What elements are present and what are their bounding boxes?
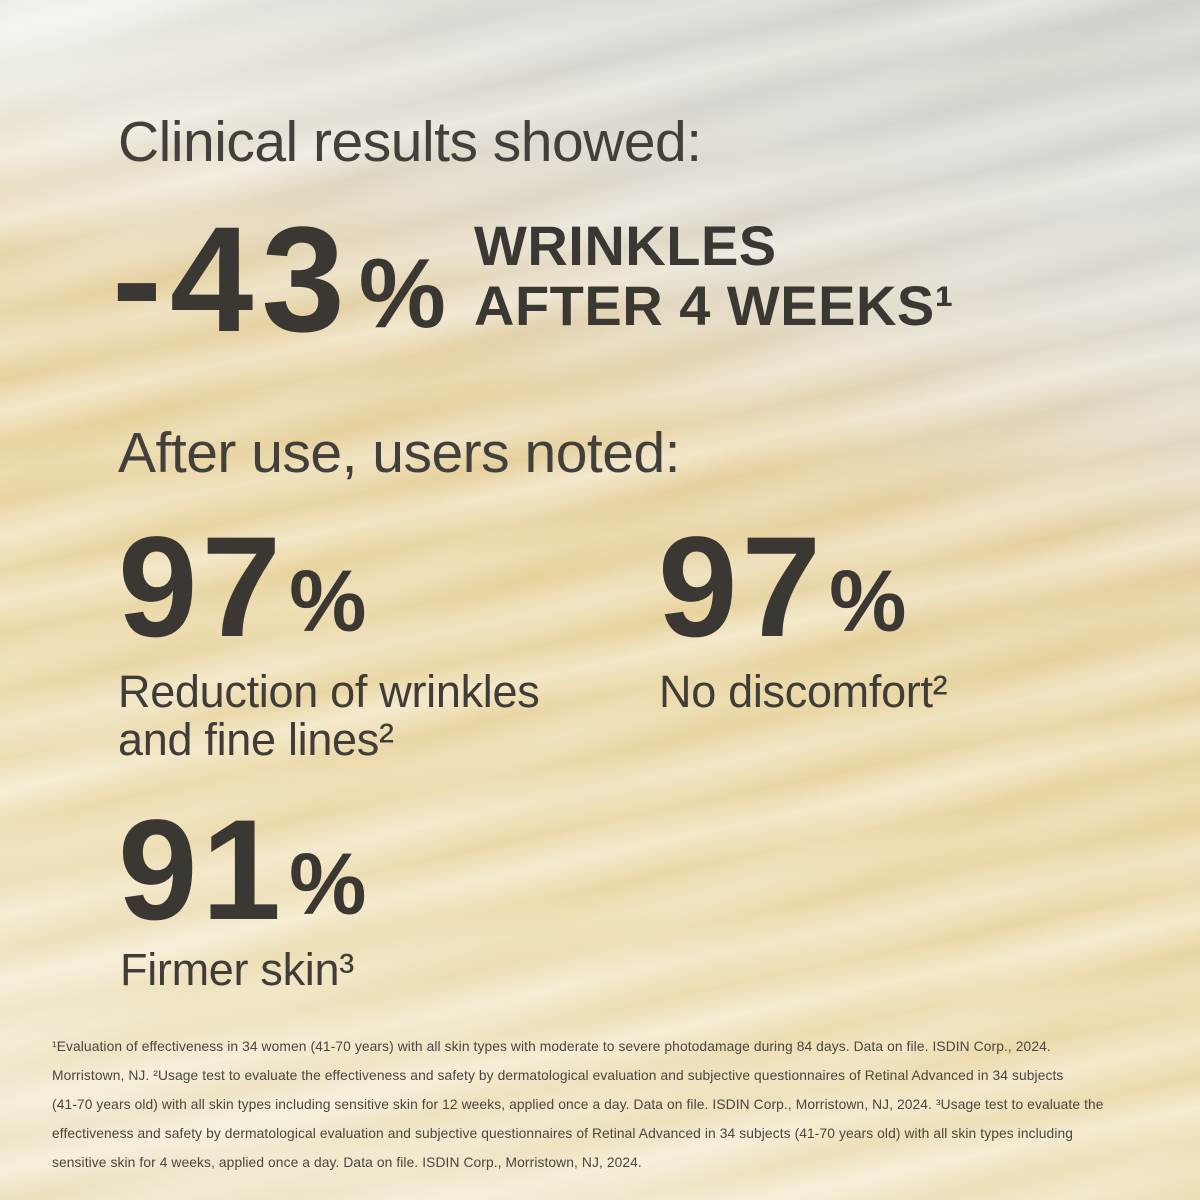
clinical-results-heading: Clinical results showed: [118, 110, 702, 174]
footnote-line-5: sensitive skin for 4 weeks, applied once… [52, 1155, 642, 1170]
stat-label-line-1: Reduction of wrinkles [118, 666, 540, 717]
stat-label-line-1: Firmer skin³ [120, 944, 354, 995]
after-use-heading: After use, users noted: [118, 421, 680, 485]
hero-stat-number: -43 [112, 195, 353, 363]
footnote-line-1: ¹Evaluation of effectiveness in 34 women… [52, 1039, 1051, 1054]
stat-value: 91% [118, 799, 366, 942]
stat-label: Firmer skin³ [120, 946, 354, 994]
footnote-line-2: Morristown, NJ. ²Usage test to evaluate … [52, 1068, 1064, 1083]
stat-value: 97% [118, 516, 366, 659]
footnote-line-3: (41-70 years old) with all skin types in… [52, 1097, 1104, 1112]
stat-label-line-2: and fine lines² [118, 714, 394, 765]
stat-label: Reduction of wrinkles and fine lines² [118, 666, 540, 765]
hero-label-line-1: WRINKLES [474, 214, 777, 277]
hero-stat-value: -43% [112, 204, 446, 354]
stat-number: 91 [118, 791, 286, 950]
stat-label: No discomfort² [659, 666, 948, 717]
hero-percent-sign: % [358, 238, 446, 348]
percent-sign: % [829, 553, 907, 650]
percent-sign: % [289, 836, 367, 933]
percent-sign: % [289, 553, 367, 650]
footnotes: ¹Evaluation of effectiveness in 34 women… [52, 1032, 1104, 1177]
hero-label-line-2: AFTER 4 WEEKS¹ [474, 274, 954, 337]
stat-number: 97 [118, 508, 286, 667]
stat-label-line-1: No discomfort² [659, 666, 948, 717]
footnote-line-4: effectiveness and safety by dermatologic… [52, 1126, 1074, 1141]
stat-value: 97% [658, 516, 906, 659]
hero-stat-label: WRINKLES AFTER 4 WEEKS¹ [474, 216, 954, 336]
stat-number: 97 [658, 508, 826, 667]
